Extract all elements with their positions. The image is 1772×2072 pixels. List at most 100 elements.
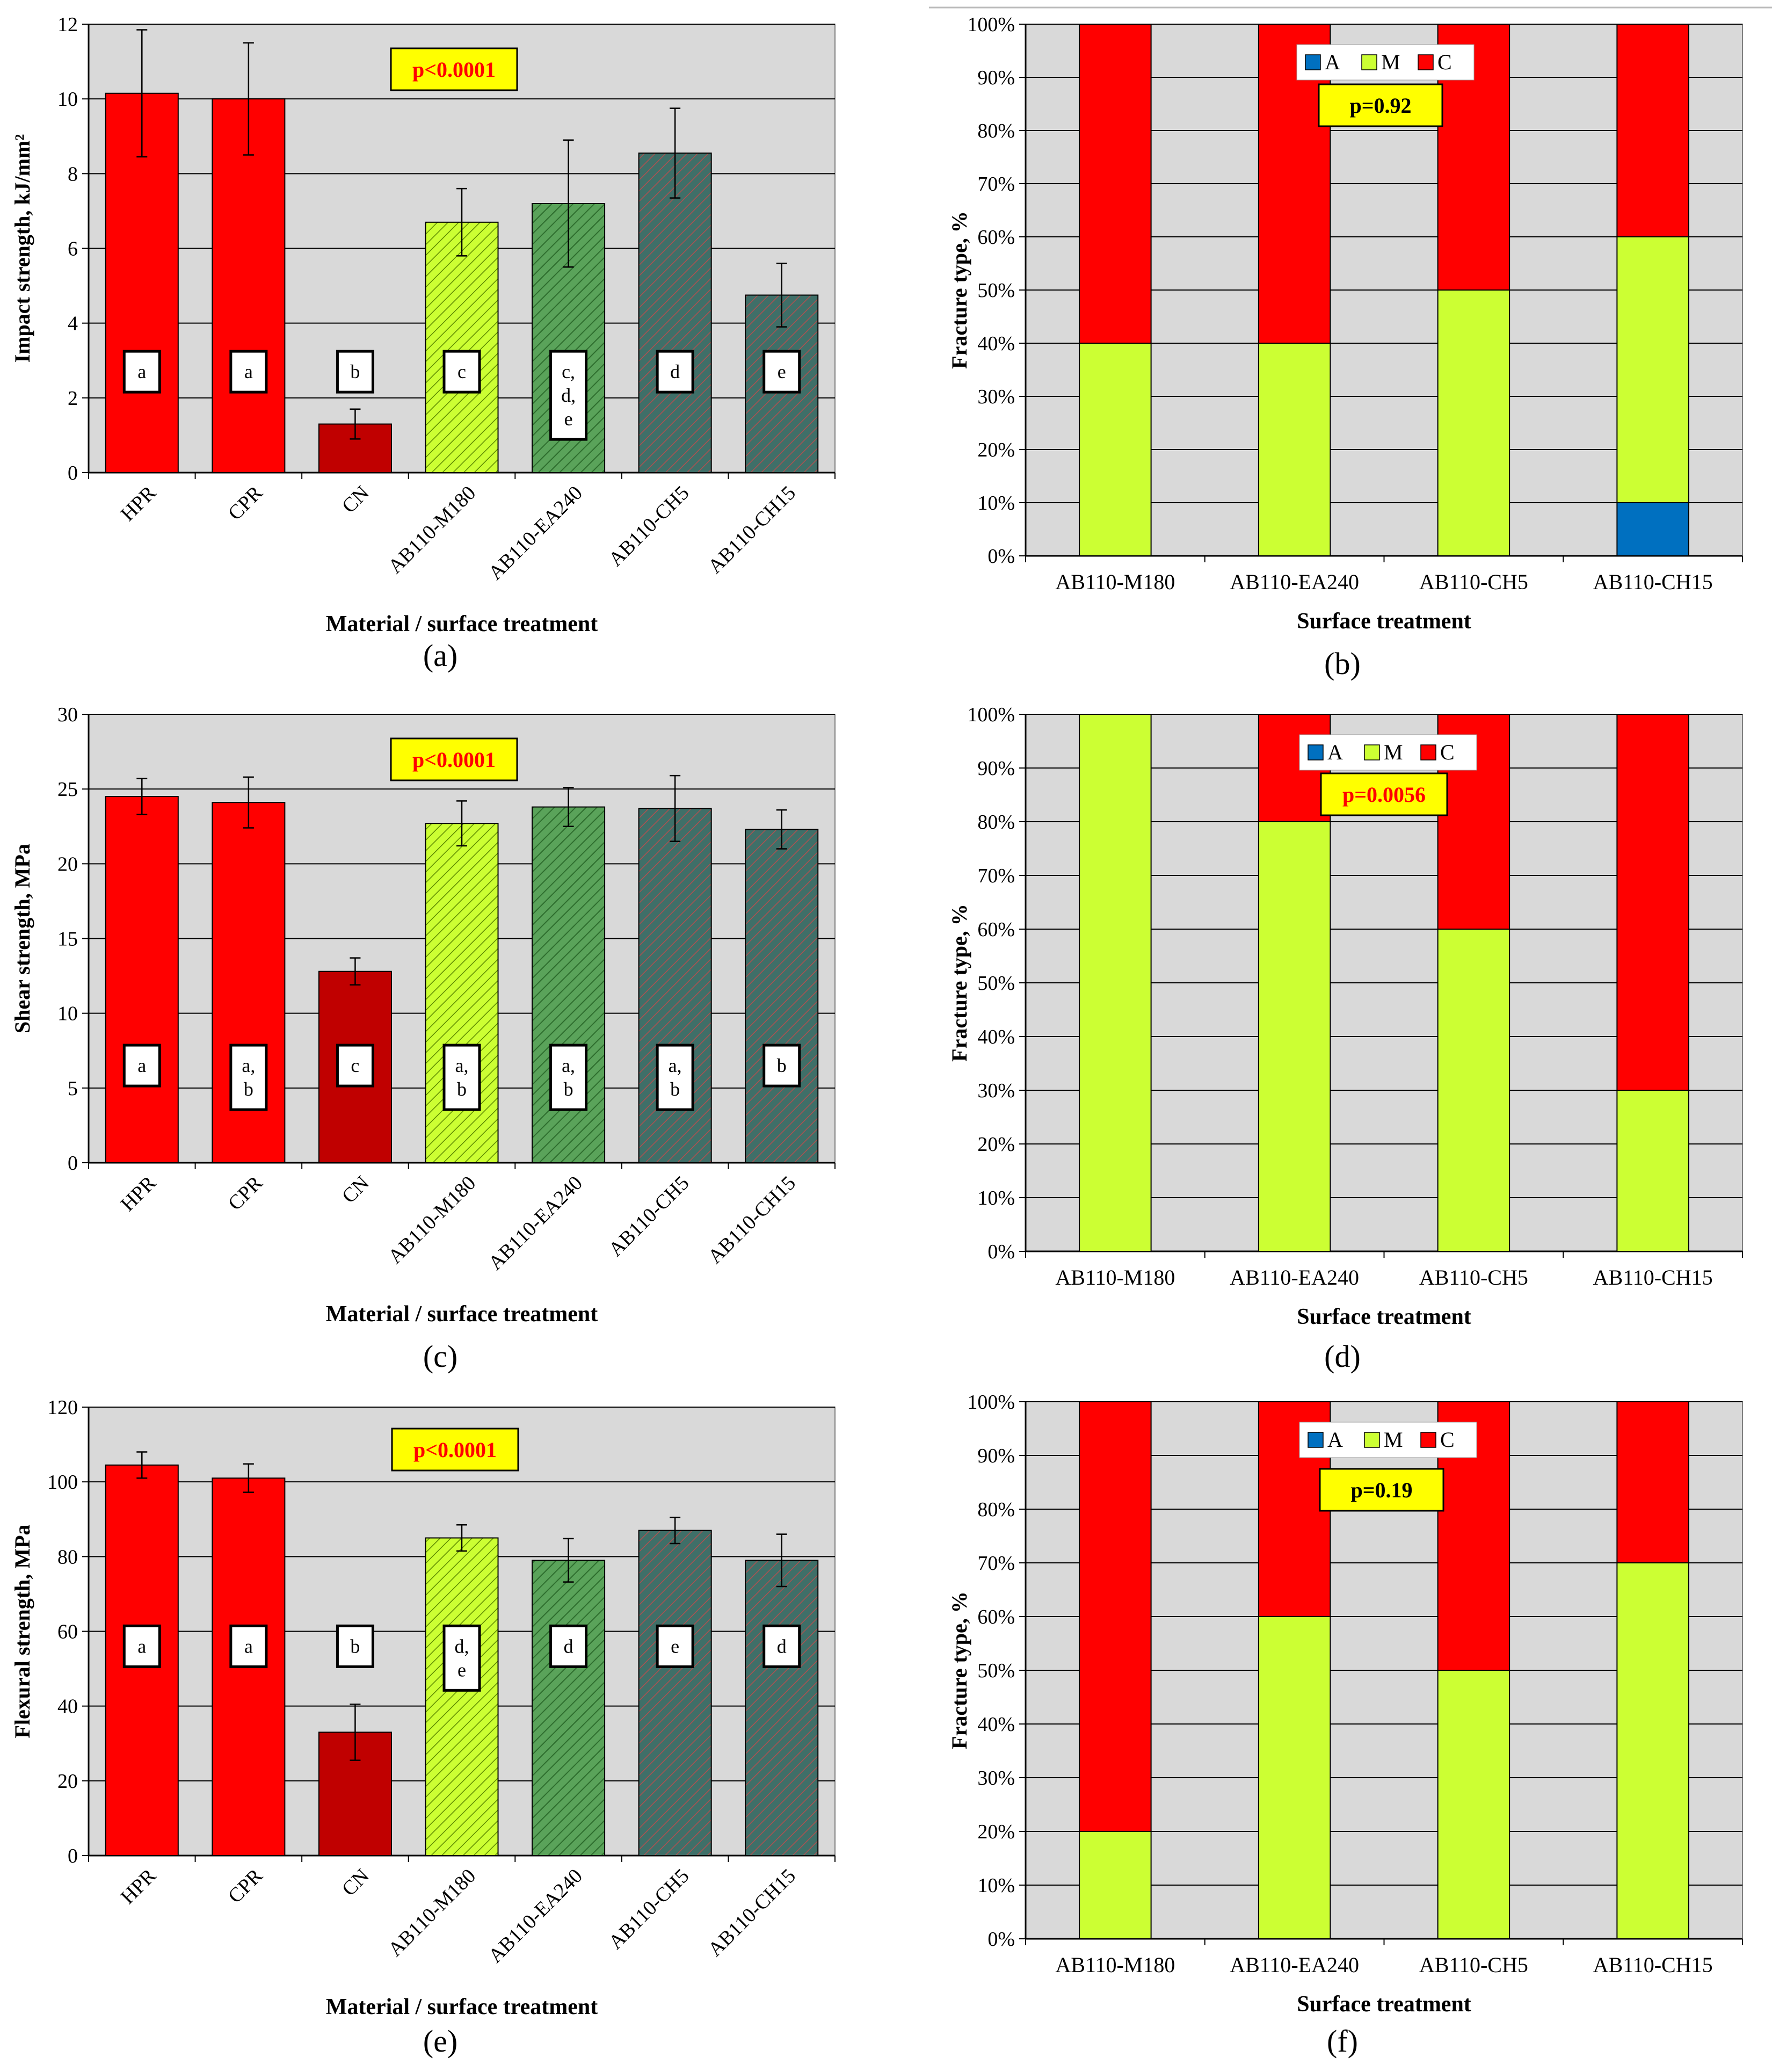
x-tick-label: AB110-CH15 (1593, 1265, 1713, 1289)
y-tick-label: 10 (57, 88, 78, 111)
y-tick-label: 80% (977, 120, 1015, 142)
group-letter: c (351, 1055, 359, 1076)
legend-box (1299, 734, 1477, 771)
group-letter: a, (669, 1055, 682, 1076)
bar (638, 1530, 712, 1856)
chart-f: 0% 10% 20% 30% 40% 50% 60% 70% 80% 90% 100% AB110-M… (947, 1391, 1743, 2059)
group-letter: b (564, 1078, 573, 1100)
legend-swatch-A (1305, 54, 1321, 70)
y-tick-label: 0 (68, 1845, 78, 1867)
y-tick-label: 100 (47, 1471, 78, 1494)
y-tick-label: 40% (977, 1026, 1015, 1048)
y-tick-label: 120 (47, 1396, 78, 1419)
y-axis-title: Impact strength, kJ/mm² (10, 134, 34, 363)
group-letter: d, (561, 385, 576, 406)
x-tick-label: CPR (224, 481, 267, 525)
group-letter-box (122, 350, 161, 394)
p-value: p=0.0056 (1342, 783, 1426, 807)
bar-segment-C (1616, 24, 1689, 237)
x-tick-label: HPR (117, 481, 161, 525)
p-value-box (391, 1428, 519, 1472)
y-axis-title: Shear strength, MPa (10, 844, 34, 1033)
y-tick-label: 20 (57, 853, 78, 875)
x-tick-label: HPR (117, 1864, 161, 1908)
y-tick-label: 10% (977, 1187, 1015, 1209)
legend-box (1296, 44, 1475, 81)
group-letter-box (229, 1624, 268, 1668)
y-tick-label: 30% (977, 1767, 1015, 1790)
group-letter-box (229, 1044, 268, 1111)
x-tick-label: CN (338, 482, 374, 518)
x-tick-label: AB110-CH15 (704, 1865, 800, 1961)
x-tick-label: AB110-EA240 (484, 1865, 587, 1967)
legend-swatch-A (1308, 1432, 1324, 1448)
x-tick-label: CN (338, 1172, 374, 1208)
y-axis-title: Flexural strength, MPa (10, 1524, 34, 1738)
y-tick-label: 20% (977, 439, 1015, 461)
y-tick-label: 0% (987, 1241, 1015, 1263)
p-value-box (1318, 83, 1443, 127)
y-tick-label: 10% (977, 1874, 1015, 1897)
group-letter: a, (455, 1055, 469, 1076)
y-tick-label: 50% (977, 972, 1015, 995)
group-letter-box (549, 1044, 588, 1111)
group-letter-box (122, 1624, 161, 1668)
x-tick-label: AB110-M180 (384, 1172, 480, 1268)
panel-label: (b) (1324, 646, 1361, 681)
group-letter: b (670, 1078, 680, 1100)
y-tick-label: 80% (977, 811, 1015, 834)
y-tick-label: 0% (987, 1928, 1015, 1951)
group-letter: d (670, 361, 680, 382)
group-letter: a, (242, 1055, 255, 1076)
chart-b: 0% 10% 20% 30% 40% 50% 60% 70% 80% 90% 100% AB110-M… (947, 13, 1743, 681)
legend-label: C (1440, 1428, 1455, 1452)
p-value: p=0.92 (1349, 93, 1411, 118)
group-letter: b (350, 361, 360, 382)
y-tick-label: 60% (977, 1606, 1015, 1628)
bar (105, 796, 179, 1164)
y-tick-label: 40% (977, 1713, 1015, 1736)
x-tick-label: AB110-EA240 (1230, 1265, 1359, 1289)
x-axis-title: Surface treatment (1297, 1305, 1471, 1329)
group-letter: a (137, 1055, 146, 1076)
legend-swatch-C (1418, 54, 1434, 70)
y-axis-title: Fracture type, % (947, 1591, 971, 1749)
bar-segment-C (1079, 1401, 1152, 1832)
chart-c: 051015202530aHPRa,bCPRcCNa,bAB110-M180a,… (10, 704, 836, 1374)
chart-d: 0% 10% 20% 30% 40% 50% 60% 70% 80% 90% 100% AB110-M… (947, 704, 1743, 1374)
x-tick-label: CPR (224, 1171, 267, 1215)
y-tick-label: 0% (987, 545, 1015, 568)
bar (425, 221, 499, 473)
group-letter-box (656, 350, 694, 394)
group-letter: a (244, 361, 253, 382)
group-letter-box (656, 1044, 694, 1111)
x-tick-label: AB110-EA240 (1230, 570, 1359, 594)
y-tick-label: 100% (967, 13, 1015, 36)
group-letter-box (549, 1624, 588, 1668)
y-tick-label: 70% (977, 865, 1015, 887)
y-tick-label: 15 (57, 928, 78, 951)
y-tick-label: 20% (977, 1133, 1015, 1156)
y-axis-title: Fracture type, % (947, 211, 971, 369)
x-axis-title: Surface treatment (1297, 609, 1471, 634)
y-tick-label: 40 (57, 1696, 78, 1718)
y-tick-label: 80% (977, 1498, 1015, 1521)
p-value-box (1320, 772, 1448, 816)
group-letter: b (457, 1078, 467, 1100)
group-letter: c (457, 361, 466, 382)
x-tick-label: CN (338, 1865, 374, 1901)
group-letter: e (564, 408, 573, 430)
group-letter: d (777, 1635, 787, 1657)
y-tick-label: 10 (57, 1003, 78, 1025)
x-tick-label: AB110-CH5 (604, 1865, 693, 1954)
y-tick-label: 8 (68, 163, 78, 185)
group-letter-box (762, 350, 801, 394)
y-tick-label: 60 (57, 1621, 78, 1643)
group-letter: b (350, 1635, 360, 1657)
x-tick-label: AB110-CH15 (1593, 1953, 1713, 1977)
group-letter-box (336, 1044, 374, 1088)
legend-swatch-C (1420, 744, 1436, 760)
panel-label: (f) (1327, 2024, 1358, 2059)
p-value-box (390, 47, 518, 91)
